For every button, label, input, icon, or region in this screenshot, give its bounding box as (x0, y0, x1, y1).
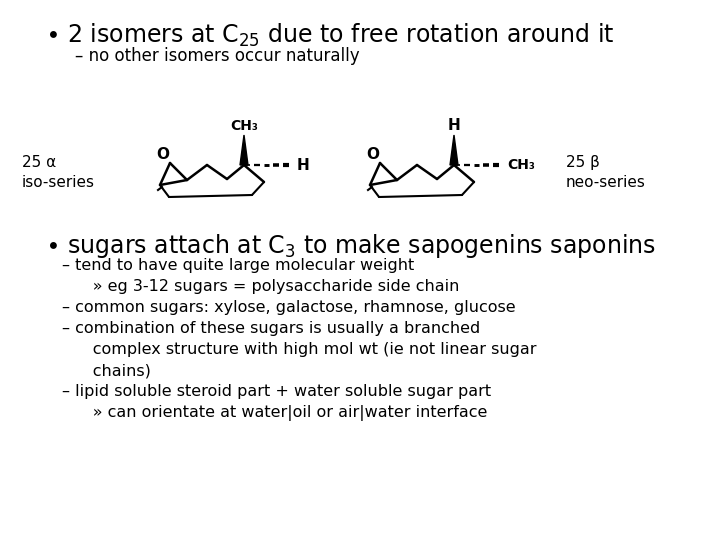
Text: H: H (448, 118, 460, 133)
Text: CH₃: CH₃ (230, 119, 258, 133)
Text: – tend to have quite large molecular weight: – tend to have quite large molecular wei… (62, 258, 414, 273)
Text: » eg 3-12 sugars = polysaccharide side chain: » eg 3-12 sugars = polysaccharide side c… (62, 279, 459, 294)
Text: – combination of these sugars is usually a branched: – combination of these sugars is usually… (62, 321, 480, 336)
Text: – no other isomers occur naturally: – no other isomers occur naturally (75, 47, 359, 65)
Text: $\bullet$ sugars attach at C$_{3}$ to make sapogenins saponins: $\bullet$ sugars attach at C$_{3}$ to ma… (45, 232, 656, 260)
Text: 25 β
neo-series: 25 β neo-series (566, 155, 646, 190)
Text: complex structure with high mol wt (ie not linear sugar: complex structure with high mol wt (ie n… (62, 342, 536, 357)
Polygon shape (240, 135, 248, 165)
Text: O: O (366, 147, 379, 162)
Text: O: O (156, 147, 169, 162)
Text: – common sugars: xylose, galactose, rhamnose, glucose: – common sugars: xylose, galactose, rham… (62, 300, 516, 315)
Text: chains): chains) (62, 363, 151, 378)
Text: H: H (297, 158, 310, 172)
Text: $\bullet$ 2 isomers at C$_{25}$ due to free rotation around it: $\bullet$ 2 isomers at C$_{25}$ due to f… (45, 22, 614, 49)
Text: » can orientate at water|oil or air|water interface: » can orientate at water|oil or air|wate… (62, 405, 487, 421)
Text: 25 α
iso-series: 25 α iso-series (22, 155, 95, 190)
Text: – lipid soluble steroid part + water soluble sugar part: – lipid soluble steroid part + water sol… (62, 384, 491, 399)
Text: CH₃: CH₃ (507, 158, 535, 172)
Polygon shape (450, 135, 458, 165)
